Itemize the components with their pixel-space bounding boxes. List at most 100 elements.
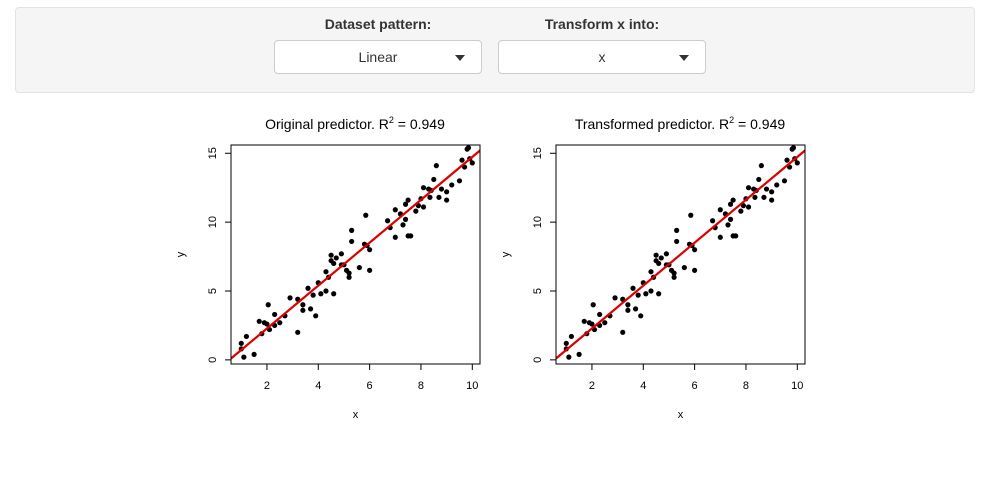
data-point	[625, 302, 631, 308]
x-tick-label: 10	[791, 380, 803, 392]
data-point	[602, 320, 608, 326]
data-point	[769, 189, 775, 195]
data-point	[663, 251, 669, 257]
data-point	[576, 351, 582, 357]
data-point	[349, 238, 355, 245]
data-point	[346, 274, 352, 280]
data-point	[346, 270, 352, 276]
transform-label: Transform x into:	[544, 16, 660, 32]
data-point	[287, 295, 293, 301]
caret-down-icon	[679, 55, 689, 61]
data-point	[431, 176, 437, 183]
y-tick-label: 15	[532, 147, 544, 159]
data-point	[264, 321, 270, 327]
data-point	[310, 292, 316, 298]
y-tick-label: 5	[207, 288, 219, 294]
y-tick-label: 0	[532, 357, 544, 363]
data-point	[456, 178, 463, 184]
data-point	[727, 201, 734, 207]
data-point	[568, 333, 575, 340]
data-point	[444, 197, 450, 203]
data-point	[243, 333, 250, 340]
data-point	[648, 269, 654, 275]
data-point	[420, 204, 427, 210]
data-point	[597, 311, 603, 318]
data-point	[781, 178, 788, 184]
dataset-pattern-select[interactable]: Linear	[274, 40, 482, 74]
data-point	[338, 251, 344, 257]
data-point	[251, 351, 257, 357]
data-point	[400, 222, 406, 228]
data-point	[688, 212, 694, 218]
data-point	[256, 318, 262, 324]
data-point	[238, 340, 244, 346]
plot-frame	[555, 144, 806, 365]
data-point	[656, 260, 662, 267]
x-tick-label: 10	[466, 380, 478, 392]
data-point	[681, 264, 687, 271]
data-point	[413, 208, 419, 214]
data-point	[333, 255, 339, 261]
transform-control: Transform x into: x	[498, 16, 706, 74]
regression-line	[231, 149, 480, 360]
data-point	[433, 163, 439, 169]
data-point	[363, 212, 369, 218]
data-point	[733, 233, 739, 239]
data-point	[725, 222, 731, 228]
y-tick-label: 15	[207, 147, 219, 159]
data-point	[420, 185, 427, 191]
data-point	[692, 267, 698, 273]
plot-frame	[230, 144, 481, 365]
data-point	[756, 176, 762, 183]
scatter-plot-transformed: Transformed predictor. R2 = 0.949 2 4 6 8 10…	[500, 115, 806, 421]
x-tick-label: 6	[367, 380, 373, 392]
data-point	[241, 354, 247, 360]
x-axis-label: x	[678, 409, 684, 421]
y-tick-label: 5	[532, 288, 544, 294]
x-tick-label: 6	[692, 380, 698, 392]
data-point	[752, 194, 758, 200]
transform-value: x	[598, 49, 606, 65]
scatter-plot-original: Original predictor. R2 = 0.949 2 4 6 8 10 0 5 1…	[175, 115, 481, 421]
data-point	[465, 145, 472, 151]
plot-transformed: Transformed predictor. R2 = 0.949 2 4 6 8 10…	[491, 100, 817, 435]
data-point	[331, 260, 337, 267]
data-point	[563, 340, 569, 346]
data-point	[674, 227, 680, 233]
data-point	[758, 163, 764, 169]
data-point	[277, 320, 283, 326]
data-point	[790, 145, 797, 151]
x-tick-label: 4	[315, 380, 321, 392]
data-point	[717, 207, 723, 213]
data-point	[730, 197, 736, 203]
data-point	[769, 197, 775, 203]
data-point	[384, 218, 391, 224]
data-point	[692, 247, 698, 253]
data-point	[566, 354, 572, 360]
data-point	[408, 233, 414, 239]
data-point	[402, 201, 409, 207]
data-point	[653, 252, 659, 258]
data-point	[305, 285, 311, 291]
data-point	[427, 194, 433, 200]
data-point	[349, 227, 355, 233]
data-point	[761, 194, 767, 200]
data-point	[671, 274, 677, 280]
data-point	[300, 307, 306, 313]
transform-select[interactable]: x	[498, 40, 706, 74]
data-point	[331, 291, 337, 297]
data-point	[745, 185, 752, 191]
data-point	[590, 302, 596, 308]
data-point	[630, 285, 636, 291]
data-point	[656, 291, 662, 297]
data-point	[295, 329, 301, 335]
data-point	[589, 321, 595, 327]
data-point	[658, 255, 664, 261]
dataset-pattern-label: Dataset pattern:	[324, 16, 432, 32]
data-point	[307, 306, 314, 312]
data-point	[635, 292, 641, 298]
plot-title: Transformed predictor. R2 = 0.949	[575, 115, 786, 132]
data-point	[272, 311, 278, 318]
data-point	[459, 157, 465, 163]
caret-down-icon	[455, 55, 465, 61]
